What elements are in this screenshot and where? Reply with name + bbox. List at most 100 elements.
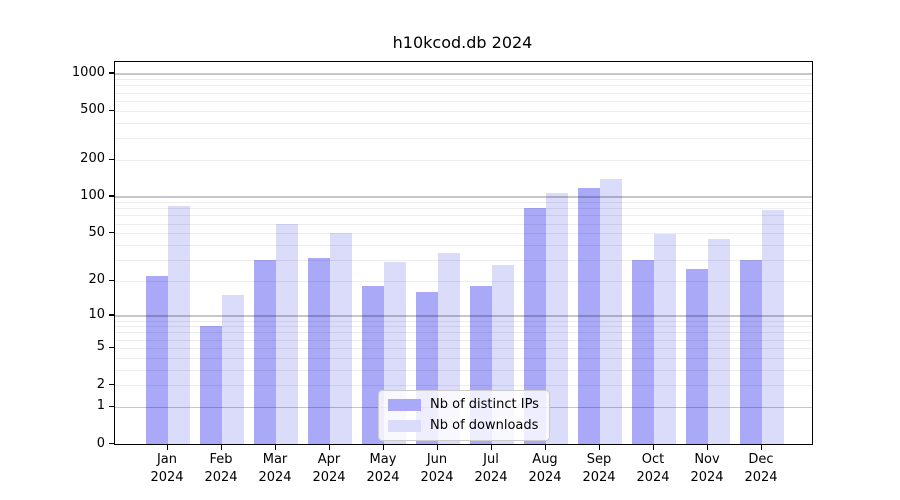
gridline-minor (115, 215, 812, 217)
y-axis-tick (109, 443, 114, 445)
gridline-minor (115, 202, 812, 204)
bar-distinct-ips-apr (308, 258, 330, 444)
y-axis-tick (109, 405, 114, 408)
bar-distinct-ips-oct (632, 259, 654, 444)
bar-distinct-ips-aug (524, 208, 546, 444)
bar-downloads-jan (168, 206, 190, 444)
x-axis-label-mar: Mar 2024 (258, 452, 292, 485)
y-axis-tick-label: 1 (96, 398, 105, 414)
legend-entry-distinct-ips: Nb of distinct IPs (388, 397, 539, 413)
x-axis-label-jan: Jan 2024 (150, 452, 184, 485)
x-axis-tick (599, 445, 601, 450)
y-axis-tick-label: 50 (88, 224, 105, 240)
x-axis-tick (221, 445, 223, 450)
chart-title: h10kcod.db 2024 (392, 33, 533, 52)
x-axis-tick (329, 445, 331, 450)
x-axis-tick (275, 445, 277, 450)
bar-distinct-ips-jan (146, 275, 168, 444)
gridline-minor (115, 357, 812, 359)
y-axis-tick (109, 384, 114, 386)
gridline-minor (115, 110, 812, 112)
gridline-minor (115, 100, 812, 102)
gridline-minor (115, 320, 812, 322)
x-axis-label-jun: Jun 2024 (420, 452, 454, 485)
y-axis-tick (109, 72, 114, 74)
x-axis-label-nov: Nov 2024 (690, 452, 724, 485)
bar-distinct-ips-feb (200, 326, 222, 444)
x-axis-tick (491, 445, 493, 450)
y-axis-tick-label: 200 (80, 151, 105, 167)
gridline-minor (115, 280, 812, 282)
bar-distinct-ips-nov (686, 269, 708, 444)
gridline-minor (115, 85, 812, 87)
gridline-minor (115, 326, 812, 328)
legend-label-distinct-ips: Nb of distinct IPs (430, 397, 539, 412)
x-axis-label-dec: Dec 2024 (744, 452, 778, 485)
x-axis-tick (761, 445, 763, 450)
x-axis-tick (707, 445, 709, 450)
gridline-minor (115, 79, 812, 81)
y-axis-tick (109, 109, 114, 111)
x-axis-label-feb: Feb 2024 (204, 452, 238, 485)
x-axis-label-jul: Jul 2024 (474, 452, 508, 485)
gridline-minor (115, 208, 812, 210)
gridline-minor (115, 369, 812, 371)
legend-swatch-distinct-ips (388, 399, 421, 411)
y-axis-tick-label: 1000 (71, 64, 105, 80)
y-axis-tick (109, 158, 114, 160)
y-axis-tick (109, 279, 114, 281)
gridline-minor (115, 244, 812, 246)
y-axis-tick-label: 5 (96, 339, 105, 355)
gridline-major (115, 196, 812, 198)
x-axis-label-aug: Aug 2024 (528, 452, 562, 485)
gridline-minor (115, 332, 812, 334)
y-axis-tick-label: 500 (80, 102, 105, 118)
legend-label-downloads: Nb of downloads (430, 418, 539, 433)
y-axis-tick (109, 346, 114, 349)
x-axis-label-may: May 2024 (366, 452, 400, 485)
y-axis-tick (109, 314, 114, 316)
gridline-minor (115, 385, 812, 387)
gridline-minor (115, 259, 812, 261)
gridline-minor (115, 347, 812, 349)
bar-downloads-oct (654, 234, 676, 444)
gridline-minor (115, 122, 812, 124)
gridline-major (115, 315, 812, 317)
x-axis-tick (383, 445, 385, 450)
bar-distinct-ips-mar (254, 259, 276, 444)
gridline-minor (115, 223, 812, 225)
bar-downloads-dec (762, 210, 784, 444)
bar-downloads-mar (276, 224, 298, 444)
y-axis-tick-label: 10 (88, 306, 105, 322)
bar-downloads-aug (546, 192, 568, 444)
y-axis-tick-label: 20 (88, 272, 105, 288)
bar-downloads-apr (330, 233, 352, 444)
x-axis-tick (437, 445, 439, 450)
x-axis-tick (653, 445, 655, 450)
gridline-minor (115, 339, 812, 341)
gridline-major (115, 73, 812, 75)
x-axis-tick (167, 445, 169, 450)
y-axis-tick (109, 195, 114, 197)
gridline-minor (115, 233, 812, 235)
bar-distinct-ips-sep (578, 187, 600, 444)
bar-downloads-sep (600, 178, 622, 444)
gridline-minor (115, 159, 812, 161)
legend-entry-downloads: Nb of downloads (388, 418, 539, 434)
y-axis-tick-label: 2 (96, 376, 105, 392)
gridline-minor (115, 92, 812, 94)
y-axis-tick (109, 232, 114, 234)
x-axis-tick (545, 445, 547, 450)
y-axis-tick-label: 100 (80, 187, 105, 203)
bar-downloads-nov (708, 238, 730, 444)
bar-downloads-feb (222, 295, 244, 444)
bar-distinct-ips-dec (740, 259, 762, 444)
legend: Nb of distinct IPs Nb of downloads (378, 390, 550, 441)
plot-area (114, 61, 813, 445)
gridline-minor (115, 137, 812, 139)
x-axis-label-apr: Apr 2024 (312, 452, 346, 485)
x-axis-label-sep: Sep 2024 (582, 452, 616, 485)
legend-swatch-downloads (388, 420, 421, 432)
y-axis-tick-label: 0 (96, 435, 105, 451)
